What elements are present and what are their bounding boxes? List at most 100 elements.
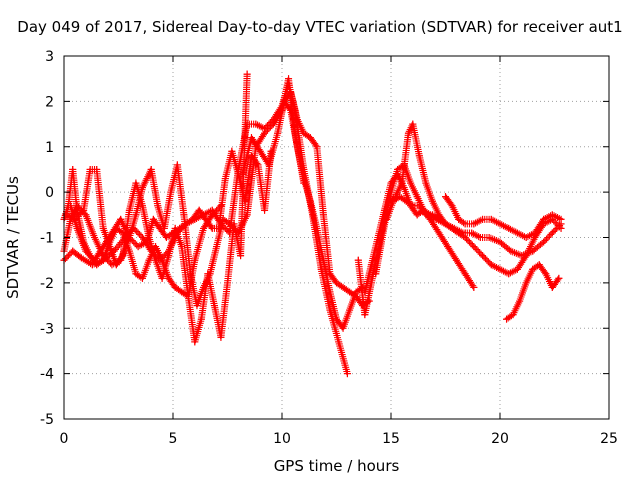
data-point xyxy=(319,256,327,264)
data-point xyxy=(540,238,548,246)
data-point xyxy=(287,88,295,96)
data-point xyxy=(487,261,495,269)
data-point xyxy=(162,234,170,241)
data-point xyxy=(442,220,449,228)
data-point xyxy=(476,234,484,241)
axis-ticks: 0 5 10 15 20 25 -5 -4 -3 -2 -1 0 1 2 3 xyxy=(40,49,618,447)
y-tick-label: 3 xyxy=(45,49,54,65)
data-point xyxy=(555,274,563,282)
y-tick-label: 1 xyxy=(45,140,54,156)
data-point xyxy=(513,265,521,273)
data-point xyxy=(522,279,530,287)
data-point xyxy=(387,179,395,187)
data-point xyxy=(455,229,463,237)
data-point xyxy=(280,97,288,105)
series-track-3 xyxy=(62,70,251,346)
data-point xyxy=(461,234,469,241)
data-point xyxy=(326,306,334,314)
data-point xyxy=(256,147,264,155)
data-point xyxy=(522,234,530,241)
y-axis-label: SDTVAR / TECUs xyxy=(4,176,22,299)
data-point xyxy=(108,261,116,269)
data-point xyxy=(147,165,155,173)
data-point xyxy=(422,179,430,187)
data-point xyxy=(300,175,308,183)
data-point xyxy=(540,215,548,223)
data-point xyxy=(346,306,354,314)
series-track-11 xyxy=(383,193,565,278)
data-point xyxy=(197,315,205,323)
data-point xyxy=(452,256,460,264)
data-point xyxy=(313,224,321,232)
data-point xyxy=(93,261,101,269)
data-point xyxy=(485,234,493,241)
data-point xyxy=(461,220,469,228)
y-tick-label: 2 xyxy=(45,94,54,110)
data-point xyxy=(479,252,487,260)
data-point xyxy=(247,134,255,142)
data-point xyxy=(542,270,550,278)
data-point xyxy=(226,220,234,228)
data-point xyxy=(169,229,177,237)
data-point xyxy=(191,338,199,346)
data-point xyxy=(503,315,511,323)
data-point xyxy=(243,70,251,78)
data-point xyxy=(548,229,556,237)
data-point xyxy=(470,283,478,291)
data-point xyxy=(210,302,218,310)
data-point xyxy=(415,152,423,160)
data-point xyxy=(407,179,415,187)
data-point xyxy=(548,283,556,291)
chart-title: Day 049 of 2017, Sidereal Day-to-day VTE… xyxy=(17,18,623,36)
data-point xyxy=(206,270,214,278)
data-point xyxy=(461,270,469,278)
data-point xyxy=(487,215,495,223)
data-point xyxy=(306,197,314,205)
data-point xyxy=(224,279,231,287)
data-point xyxy=(228,147,236,155)
data-point xyxy=(402,197,410,205)
data-point xyxy=(367,261,375,269)
data-point xyxy=(152,256,160,264)
data-point xyxy=(208,211,216,219)
series-track-13 xyxy=(503,261,563,323)
series-track-7 xyxy=(280,97,367,332)
data-point xyxy=(160,224,168,232)
data-point xyxy=(132,270,140,278)
data-point xyxy=(180,211,188,219)
data-point xyxy=(428,211,436,219)
data-point xyxy=(186,270,194,278)
data-point xyxy=(505,270,513,278)
data-point xyxy=(108,229,116,237)
data-point xyxy=(372,270,380,278)
data-point xyxy=(219,215,227,223)
data-point xyxy=(306,134,314,142)
y-tick-label: -2 xyxy=(40,276,54,292)
y-tick-label: -4 xyxy=(40,367,54,383)
data-point xyxy=(383,215,391,223)
y-tick-label: -1 xyxy=(40,231,54,247)
data-point xyxy=(73,202,81,210)
data-point xyxy=(361,311,369,319)
data-point xyxy=(409,120,417,128)
data-point xyxy=(531,229,539,237)
data-point xyxy=(195,206,203,214)
data-point xyxy=(326,270,334,278)
data-point xyxy=(125,206,133,214)
data-point xyxy=(522,252,530,260)
data-series xyxy=(60,70,565,378)
data-point xyxy=(237,252,245,260)
series-track-12 xyxy=(442,193,565,241)
data-point xyxy=(106,243,114,251)
data-point xyxy=(378,234,386,241)
data-point xyxy=(152,243,160,251)
data-point xyxy=(269,120,277,128)
data-point xyxy=(252,120,260,128)
data-point xyxy=(516,297,524,305)
data-point xyxy=(99,252,107,260)
data-point xyxy=(415,202,423,210)
data-point xyxy=(529,265,537,273)
data-point xyxy=(93,165,101,173)
data-point xyxy=(398,179,406,187)
data-point xyxy=(165,274,173,282)
